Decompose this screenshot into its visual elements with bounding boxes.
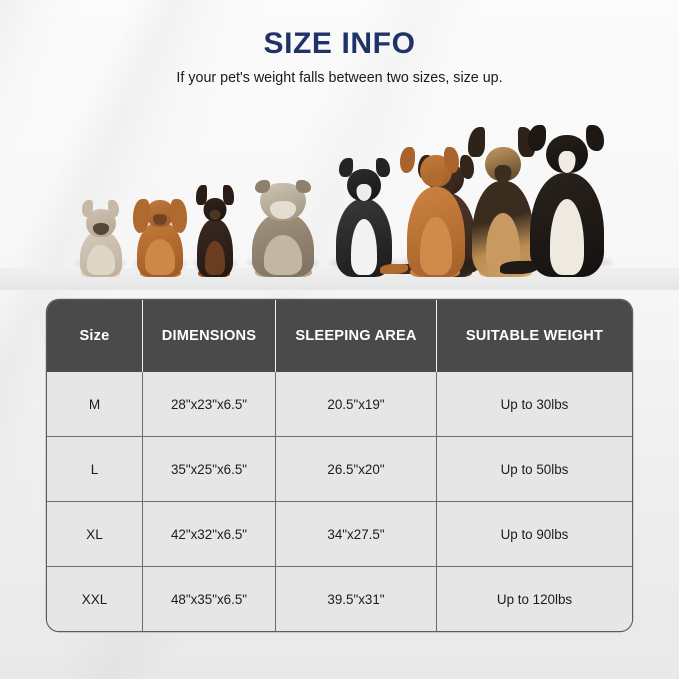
dog-border-collie (328, 149, 400, 277)
column-header-sleeping-area: SLEEPING AREA (276, 300, 437, 372)
dog-ear-left (339, 158, 353, 177)
dog-head (203, 198, 227, 221)
cell-sleeping-area: 34"x27.5" (276, 501, 437, 566)
cell-dimensions: 28"x23"x6.5" (143, 372, 276, 436)
cell-weight: Up to 90lbs (437, 501, 632, 566)
dog-ear-right (444, 147, 459, 173)
table-row: M 28"x23"x6.5" 20.5"x19" Up to 30lbs (47, 372, 632, 436)
cell-dimensions: 42"x32"x6.5" (143, 501, 276, 566)
cell-sleeping-area: 20.5"x19" (276, 372, 437, 436)
dog-muzzle (270, 201, 296, 219)
dog-chest (550, 199, 584, 275)
table-row: L 35"x25"x6.5" 26.5"x20" Up to 50lbs (47, 436, 632, 501)
dog-chest (420, 217, 452, 275)
column-header-suitable-weight: SUITABLE WEIGHT (437, 300, 632, 372)
dog-lineup (0, 110, 679, 290)
dog-ear-right (586, 125, 604, 151)
dog-ear-right (296, 180, 311, 193)
dog-ear-left (133, 199, 150, 233)
dog-french-bulldog (75, 199, 127, 277)
cell-sleeping-area: 39.5"x31" (276, 566, 437, 631)
size-chart-table: Size DIMENSIONS SLEEPING AREA SUITABLE W… (47, 300, 632, 631)
dog-tail (500, 261, 538, 274)
dog-ear-left (400, 147, 415, 173)
dog-bernese-mountain-dog (500, 112, 614, 277)
column-header-size: Size (47, 300, 143, 372)
dog-muzzle (93, 223, 109, 235)
dog-muzzle (153, 214, 167, 225)
column-header-dimensions: DIMENSIONS (143, 300, 276, 372)
dog-muzzle (356, 184, 372, 201)
page-header: SIZE INFO If your pet's weight falls bet… (0, 28, 679, 87)
table-row: XXL 48"x35"x6.5" 39.5"x31" Up to 120lbs (47, 566, 632, 631)
cell-weight: Up to 120lbs (437, 566, 632, 631)
dog-ear-left (255, 180, 270, 193)
dog-chest (264, 235, 302, 275)
dog-english-bulldog (246, 169, 320, 277)
dog-ear-right (460, 155, 474, 179)
table-body: M 28"x23"x6.5" 20.5"x19" Up to 30lbs L 3… (47, 372, 632, 631)
dog-vizsla-main-figure (380, 127, 478, 277)
table-header: Size DIMENSIONS SLEEPING AREA SUITABLE W… (47, 300, 632, 372)
cell-size: XL (47, 501, 143, 566)
dog-ear-right (223, 185, 234, 205)
dog-ear-right (376, 158, 390, 177)
dog-ear-left (196, 185, 207, 205)
dog-size-comparison-photo (0, 110, 679, 290)
dog-muzzle (428, 171, 444, 187)
dog-ear-left (528, 125, 546, 151)
cell-size: M (47, 372, 143, 436)
table-row: XL 42"x32"x6.5" 34"x27.5" Up to 90lbs (47, 501, 632, 566)
page-subtitle: If your pet's weight falls between two s… (176, 69, 503, 86)
dog-ear-right (170, 199, 187, 233)
dog-chest (205, 241, 225, 275)
cell-weight: Up to 50lbs (437, 436, 632, 501)
dog-muzzle (494, 165, 512, 183)
dog-chest (145, 239, 175, 275)
dog-ear-left (468, 127, 485, 157)
dog-chest (87, 245, 115, 275)
cell-weight: Up to 30lbs (437, 372, 632, 436)
page-title: SIZE INFO (263, 27, 416, 60)
cell-sleeping-area: 26.5"x20" (276, 436, 437, 501)
dog-cavalier-spaniel (132, 184, 188, 277)
dog-miniature-pinscher (190, 177, 240, 277)
cell-size: L (47, 436, 143, 501)
dog-muzzle (558, 151, 576, 173)
dog-chest (351, 219, 377, 275)
dog-ear-left (82, 200, 93, 217)
dog-ear-right (108, 200, 119, 217)
cell-size: XXL (47, 566, 143, 631)
table-header-row: Size DIMENSIONS SLEEPING AREA SUITABLE W… (47, 300, 632, 372)
cell-dimensions: 35"x25"x6.5" (143, 436, 276, 501)
cell-dimensions: 48"x35"x6.5" (143, 566, 276, 631)
dog-muzzle (209, 210, 221, 220)
dog-tail (380, 264, 408, 274)
